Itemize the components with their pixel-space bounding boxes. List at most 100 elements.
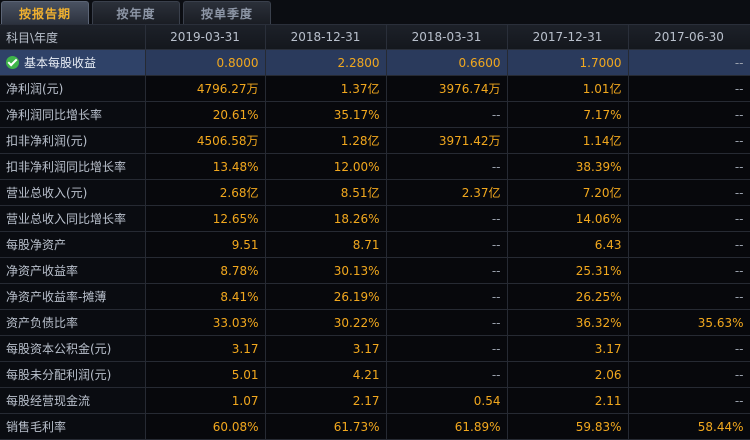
row-label: 每股资本公积金(元) <box>6 342 112 356</box>
value-cell: -- <box>386 205 508 232</box>
value-cell: 7.20亿 <box>507 179 629 206</box>
value-cell: 2.37亿 <box>386 179 508 206</box>
row-label-cell[interactable]: 营业总收入(元) <box>0 179 146 206</box>
row-label-cell[interactable]: 净资产收益率 <box>0 257 146 284</box>
value-cell: -- <box>628 361 750 388</box>
value-cell: 14.06% <box>507 205 629 232</box>
table-row[interactable]: 每股净资产 9.51 8.71 -- 6.43 -- <box>0 231 750 258</box>
table-body: 基本每股收益 0.8000 2.2800 0.6600 1.7000 -- 净利润(元) 47… <box>0 49 750 440</box>
table-row[interactable]: 资产负债比率 33.03% 30.22% -- 36.32% 35.63% <box>0 309 750 336</box>
row-label-cell[interactable]: 销售毛利率 <box>0 413 146 440</box>
row-label: 净资产收益率 <box>6 264 79 278</box>
row-label-cell[interactable]: 每股资本公积金(元) <box>0 335 146 362</box>
value-cell: 6.43 <box>507 231 629 258</box>
value-cell: 59.83% <box>507 413 629 440</box>
value-cell: -- <box>386 231 508 258</box>
value-cell: 2.06 <box>507 361 629 388</box>
table-row[interactable]: 扣非净利润同比增长率 13.48% 12.00% -- 38.39% -- <box>0 153 750 180</box>
value-cell: 2.11 <box>507 387 629 414</box>
tab-by-quarter[interactable]: 按单季度 <box>183 1 271 24</box>
value-cell: 1.14亿 <box>507 127 629 154</box>
check-circle-icon <box>6 56 19 69</box>
value-cell: 20.61% <box>145 101 266 128</box>
row-label-cell[interactable]: 扣非净利润(元) <box>0 127 146 154</box>
value-cell: 3.17 <box>145 335 266 362</box>
row-label: 净利润同比增长率 <box>6 108 103 122</box>
value-cell: 3971.42万 <box>386 127 508 154</box>
value-cell: 1.28亿 <box>265 127 387 154</box>
column-header[interactable]: 2017-12-31 <box>507 25 629 50</box>
value-cell: 30.13% <box>265 257 387 284</box>
row-label: 扣非净利润(元) <box>6 134 88 148</box>
value-cell: -- <box>628 101 750 128</box>
table-row[interactable]: 净利润同比增长率 20.61% 35.17% -- 7.17% -- <box>0 101 750 128</box>
value-cell: 58.44% <box>628 413 750 440</box>
row-label-cell[interactable]: 每股净资产 <box>0 231 146 258</box>
table-row[interactable]: 每股未分配利润(元) 5.01 4.21 -- 2.06 -- <box>0 361 750 388</box>
value-cell: 12.00% <box>265 153 387 180</box>
row-label-cell[interactable]: 净利润(元) <box>0 75 146 102</box>
period-tabs: 按报告期 按年度 按单季度 <box>0 0 750 25</box>
value-cell: -- <box>628 231 750 258</box>
row-label-cell[interactable]: 每股未分配利润(元) <box>0 361 146 388</box>
row-label-cell[interactable]: 净利润同比增长率 <box>0 101 146 128</box>
value-cell: -- <box>628 49 750 76</box>
row-label: 营业总收入(元) <box>6 186 88 200</box>
row-label-cell[interactable]: 基本每股收益 <box>0 49 146 76</box>
table-row[interactable]: 净资产收益率-摊薄 8.41% 26.19% -- 26.25% -- <box>0 283 750 310</box>
value-cell: 8.71 <box>265 231 387 258</box>
row-label: 净资产收益率-摊薄 <box>6 290 107 304</box>
column-header[interactable]: 2018-03-31 <box>386 25 508 50</box>
value-cell: -- <box>386 361 508 388</box>
column-header[interactable]: 2018-12-31 <box>265 25 387 50</box>
row-label-cell[interactable]: 每股经营现金流 <box>0 387 146 414</box>
table-row[interactable]: 净利润(元) 4796.27万 1.37亿 3976.74万 1.01亿 -- <box>0 75 750 102</box>
value-cell: 3.17 <box>265 335 387 362</box>
tab-by-report-period[interactable]: 按报告期 <box>1 1 89 24</box>
value-cell: -- <box>628 283 750 310</box>
value-cell: 2.17 <box>265 387 387 414</box>
tab-by-year[interactable]: 按年度 <box>92 1 180 24</box>
value-cell: 26.19% <box>265 283 387 310</box>
column-header[interactable]: 2017-06-30 <box>628 25 750 50</box>
row-label: 扣非净利润同比增长率 <box>6 160 127 174</box>
table-row[interactable]: 每股经营现金流 1.07 2.17 0.54 2.11 -- <box>0 387 750 414</box>
value-cell: 4506.58万 <box>145 127 266 154</box>
value-cell: -- <box>628 205 750 232</box>
value-cell: 8.41% <box>145 283 266 310</box>
column-header[interactable]: 2019-03-31 <box>145 25 266 50</box>
value-cell: 0.54 <box>386 387 508 414</box>
value-cell: 2.68亿 <box>145 179 266 206</box>
table-row[interactable]: 净资产收益率 8.78% 30.13% -- 25.31% -- <box>0 257 750 284</box>
value-cell: 33.03% <box>145 309 266 336</box>
row-label-cell[interactable]: 营业总收入同比增长率 <box>0 205 146 232</box>
table-row[interactable]: 基本每股收益 0.8000 2.2800 0.6600 1.7000 -- <box>0 49 750 76</box>
value-cell: 35.17% <box>265 101 387 128</box>
value-cell: 1.01亿 <box>507 75 629 102</box>
row-label: 每股净资产 <box>6 238 67 252</box>
value-cell: 8.51亿 <box>265 179 387 206</box>
table-row[interactable]: 营业总收入同比增长率 12.65% 18.26% -- 14.06% -- <box>0 205 750 232</box>
table-row[interactable]: 销售毛利率 60.08% 61.73% 61.89% 59.83% 58.44% <box>0 413 750 440</box>
row-label-cell[interactable]: 资产负债比率 <box>0 309 146 336</box>
value-cell: -- <box>386 283 508 310</box>
value-cell: 3.17 <box>507 335 629 362</box>
value-cell: 1.37亿 <box>265 75 387 102</box>
table-header-row: 科目\年度 2019-03-31 2018-12-31 2018-03-31 2… <box>0 25 750 50</box>
value-cell: 60.08% <box>145 413 266 440</box>
row-label: 每股经营现金流 <box>6 394 91 408</box>
value-cell: 35.63% <box>628 309 750 336</box>
row-label: 销售毛利率 <box>6 420 67 434</box>
value-cell: -- <box>628 153 750 180</box>
table-row[interactable]: 营业总收入(元) 2.68亿 8.51亿 2.37亿 7.20亿 -- <box>0 179 750 206</box>
value-cell: 36.32% <box>507 309 629 336</box>
row-label-cell[interactable]: 扣非净利润同比增长率 <box>0 153 146 180</box>
value-cell: 0.8000 <box>145 49 266 76</box>
value-cell: -- <box>628 179 750 206</box>
financial-table: 科目\年度 2019-03-31 2018-12-31 2018-03-31 2… <box>0 25 750 440</box>
table-row[interactable]: 每股资本公积金(元) 3.17 3.17 -- 3.17 -- <box>0 335 750 362</box>
value-cell: 0.6600 <box>386 49 508 76</box>
table-row[interactable]: 扣非净利润(元) 4506.58万 1.28亿 3971.42万 1.14亿 -- <box>0 127 750 154</box>
row-label-cell[interactable]: 净资产收益率-摊薄 <box>0 283 146 310</box>
value-cell: 7.17% <box>507 101 629 128</box>
